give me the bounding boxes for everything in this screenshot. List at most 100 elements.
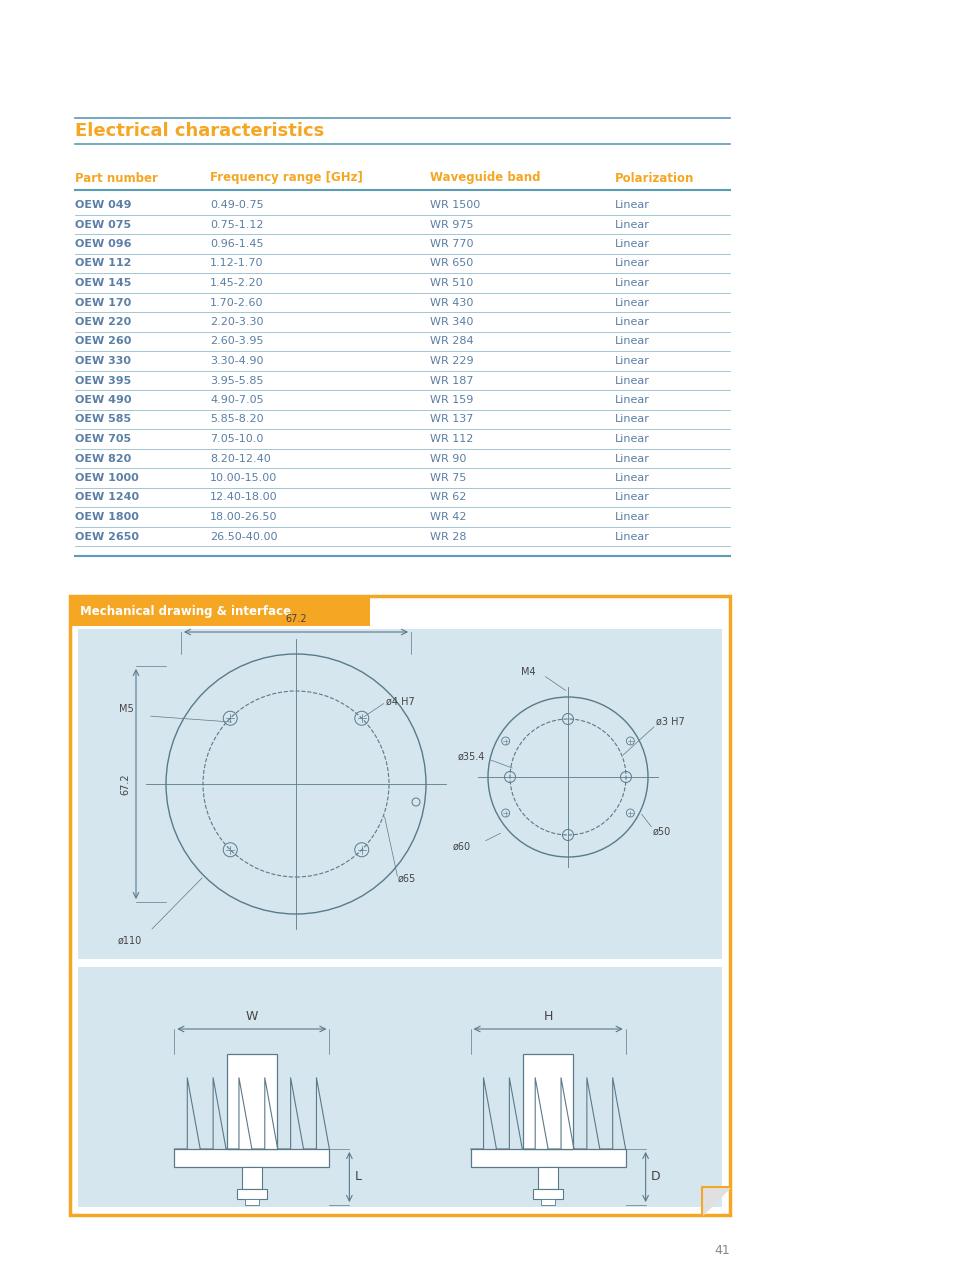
Text: OEW 820: OEW 820 [75, 454, 132, 464]
Text: 67.2: 67.2 [285, 614, 307, 624]
Text: L: L [354, 1170, 361, 1183]
Text: M4: M4 [520, 667, 535, 677]
Text: Linear: Linear [615, 317, 649, 327]
Text: Linear: Linear [615, 219, 649, 230]
Text: OEW 112: OEW 112 [75, 259, 132, 269]
Text: WR 28: WR 28 [430, 531, 466, 541]
Bar [70, 596, 729, 1215]
Text: 1.70-2.60: 1.70-2.60 [210, 298, 263, 308]
Text: OEW 170: OEW 170 [75, 298, 132, 308]
Text: OEW 220: OEW 220 [75, 317, 132, 327]
Text: 12.40-18.00: 12.40-18.00 [210, 492, 277, 502]
Bar [540, 1200, 555, 1205]
Text: OEW 096: OEW 096 [75, 238, 132, 249]
Text: OEW 585: OEW 585 [75, 415, 131, 425]
Text: 26.50-40.00: 26.50-40.00 [210, 531, 277, 541]
Text: OEW 260: OEW 260 [75, 336, 132, 346]
Text: OEW 1240: OEW 1240 [75, 492, 139, 502]
Text: Waveguide band: Waveguide band [430, 171, 540, 185]
Text: 67.2: 67.2 [120, 773, 130, 795]
Bar [174, 1149, 329, 1167]
Text: Mechanical drawing & interface: Mechanical drawing & interface [80, 605, 291, 618]
Polygon shape [701, 1187, 729, 1215]
Text: Linear: Linear [615, 492, 649, 502]
Text: WR 650: WR 650 [430, 259, 473, 269]
Text: Part number: Part number [75, 171, 157, 185]
Text: D: D [650, 1170, 659, 1183]
Text: M5: M5 [118, 704, 133, 714]
Text: Linear: Linear [615, 298, 649, 308]
Text: Linear: Linear [615, 396, 649, 404]
Text: Linear: Linear [615, 434, 649, 444]
Text: WR 229: WR 229 [430, 356, 473, 366]
Bar [70, 596, 370, 626]
Text: OEW 330: OEW 330 [75, 356, 131, 366]
Text: 3.95-5.85: 3.95-5.85 [210, 375, 263, 385]
Text: 0.49-0.75: 0.49-0.75 [210, 200, 263, 210]
Bar [522, 1054, 573, 1149]
Text: WR 75: WR 75 [430, 473, 466, 483]
Text: Linear: Linear [615, 356, 649, 366]
Text: W: W [246, 1011, 258, 1023]
Text: Linear: Linear [615, 259, 649, 269]
Text: OEW 490: OEW 490 [75, 396, 132, 404]
Text: 2.20-3.30: 2.20-3.30 [210, 317, 263, 327]
Text: WR 975: WR 975 [430, 219, 473, 230]
Text: WR 90: WR 90 [430, 454, 466, 464]
Text: 0.96-1.45: 0.96-1.45 [210, 238, 263, 249]
Text: H: H [543, 1011, 552, 1023]
Text: Linear: Linear [615, 512, 649, 522]
Text: Frequency range [GHz]: Frequency range [GHz] [210, 171, 362, 185]
Text: 1.45-2.20: 1.45-2.20 [210, 278, 263, 288]
Text: OEW 049: OEW 049 [75, 200, 132, 210]
Text: Linear: Linear [615, 200, 649, 210]
Text: 0.75-1.12: 0.75-1.12 [210, 219, 263, 230]
Text: >: > [918, 462, 930, 477]
Text: ø50: ø50 [652, 827, 671, 837]
Text: ø35.4: ø35.4 [457, 752, 485, 762]
Text: ø3 H7: ø3 H7 [656, 716, 684, 727]
Text: WR 510: WR 510 [430, 278, 473, 288]
Text: 10.00-15.00: 10.00-15.00 [210, 473, 277, 483]
Text: Linear: Linear [615, 238, 649, 249]
Text: WR 1500: WR 1500 [430, 200, 479, 210]
Text: OEW 1000: OEW 1000 [75, 473, 138, 483]
Text: 8.20-12.40: 8.20-12.40 [210, 454, 271, 464]
Text: OEW 075: OEW 075 [75, 219, 131, 230]
Text: Polarization: Polarization [615, 171, 694, 185]
Text: WR 187: WR 187 [430, 375, 473, 385]
Bar [537, 1167, 558, 1189]
Text: 4.90-7.05: 4.90-7.05 [210, 396, 263, 404]
Text: WR 42: WR 42 [430, 512, 466, 522]
Text: 5.85-8.20: 5.85-8.20 [210, 415, 263, 425]
Bar [245, 1200, 258, 1205]
Text: OEW 2650: OEW 2650 [75, 531, 139, 541]
Text: 7.05-10.0: 7.05-10.0 [210, 434, 263, 444]
Text: WR 340: WR 340 [430, 317, 473, 327]
Text: Linear: Linear [615, 531, 649, 541]
Text: Electrical characteristics: Electrical characteristics [75, 122, 324, 139]
Text: Linear: Linear [615, 415, 649, 425]
Text: OEW 395: OEW 395 [75, 375, 132, 385]
Text: WR 62: WR 62 [430, 492, 466, 502]
Text: 1.12-1.70: 1.12-1.70 [210, 259, 263, 269]
Text: Linear: Linear [615, 473, 649, 483]
Text: 18.00-26.50: 18.00-26.50 [210, 512, 277, 522]
Text: Linear: Linear [615, 454, 649, 464]
Text: ø65: ø65 [397, 874, 416, 884]
Bar [470, 1149, 625, 1167]
Text: WR 430: WR 430 [430, 298, 473, 308]
Text: Measurement antennas: Measurement antennas [918, 520, 930, 697]
Text: ø110: ø110 [118, 936, 142, 946]
Text: OEW 1800: OEW 1800 [75, 512, 139, 522]
Bar [78, 967, 721, 1207]
Text: WR 284: WR 284 [430, 336, 473, 346]
Bar [236, 1189, 267, 1200]
Text: ø4 H7: ø4 H7 [386, 697, 415, 708]
Bar [533, 1189, 562, 1200]
Text: WR 112: WR 112 [430, 434, 473, 444]
Bar [242, 1167, 262, 1189]
Bar [78, 629, 721, 959]
Text: 3.30-4.90: 3.30-4.90 [210, 356, 263, 366]
Text: WR 770: WR 770 [430, 238, 473, 249]
